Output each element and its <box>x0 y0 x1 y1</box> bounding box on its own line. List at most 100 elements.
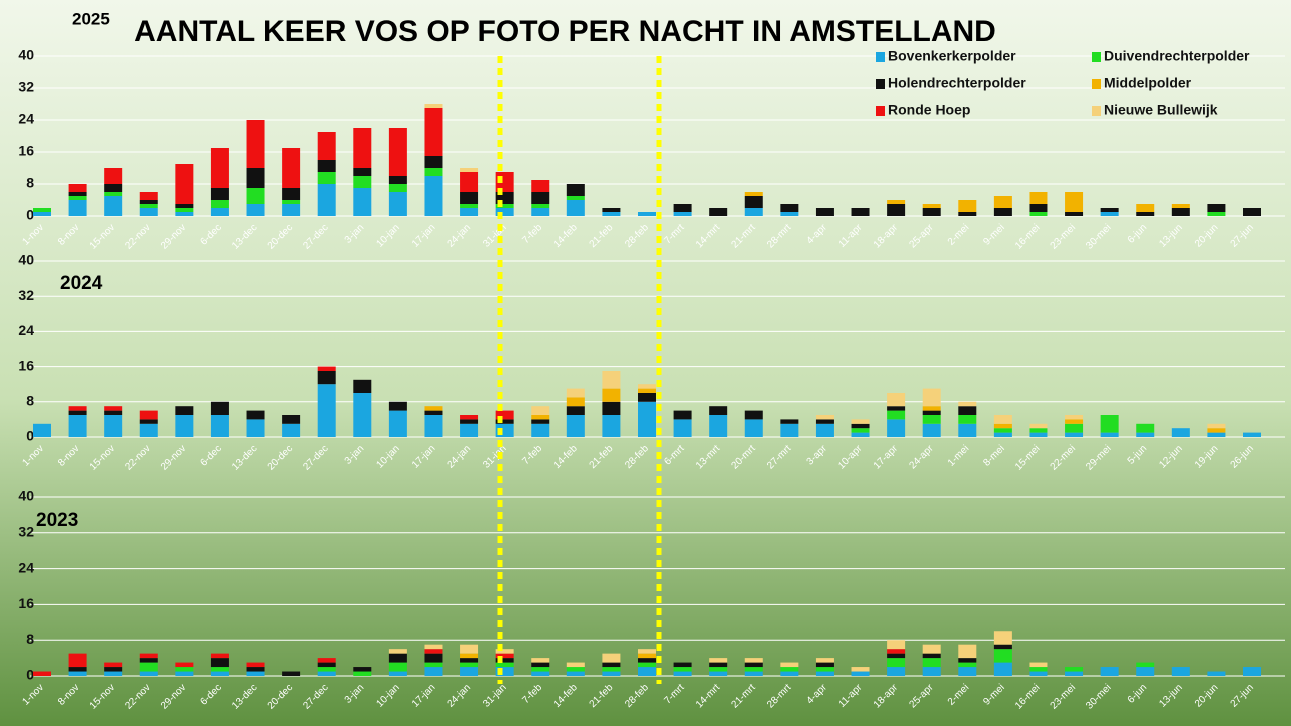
bar-segment <box>495 419 514 424</box>
bar-segment <box>139 653 158 659</box>
panel-title: 2024 <box>60 273 103 294</box>
bar-segment <box>602 653 621 663</box>
bar-segment <box>282 148 301 188</box>
legend: Bovenkerkerpolder Duivendrechterpolder Hol… <box>876 48 1250 118</box>
y-tick-label: 8 <box>26 631 34 647</box>
bar-segment <box>460 168 479 172</box>
bar-segment <box>638 393 656 402</box>
bar-segment <box>744 410 763 420</box>
bar-segment <box>388 401 407 411</box>
bar-segment <box>460 419 479 424</box>
bar-segment <box>673 662 692 668</box>
bar-segment <box>531 180 550 192</box>
bar-segment <box>1171 204 1190 208</box>
bar-segment <box>282 423 301 437</box>
bar-segment <box>673 419 692 437</box>
bar-segment <box>282 671 301 676</box>
bar-segment <box>104 667 123 672</box>
bar-segment <box>68 192 87 196</box>
bar-segment <box>460 172 479 192</box>
bar-segment <box>1136 423 1155 433</box>
bar-segment <box>602 208 621 212</box>
bar-segment <box>887 658 906 668</box>
bar-segment <box>139 419 158 424</box>
bar-segment <box>531 204 550 208</box>
bar-segment <box>1136 662 1155 668</box>
legend-label: Middelpolder <box>1104 75 1192 91</box>
bar-segment <box>246 188 265 204</box>
bar-segment <box>922 415 941 424</box>
bar-segment <box>68 667 87 672</box>
bar-segment <box>353 667 372 672</box>
bar-segment <box>210 415 229 437</box>
bar-segment <box>317 671 336 676</box>
y-tick-label: 40 <box>18 252 34 268</box>
bar-segment <box>246 662 265 668</box>
bar-segment <box>958 212 977 216</box>
bar-segment <box>210 667 229 672</box>
bar-segment <box>424 662 443 668</box>
bar-segment <box>460 662 479 668</box>
bar-segment <box>602 401 621 415</box>
bar-segment <box>922 644 941 654</box>
bar-segment <box>210 200 229 208</box>
bar-segment <box>104 406 123 411</box>
bar-segment <box>495 204 514 208</box>
bar-segment <box>1171 667 1190 676</box>
bar-segment <box>566 662 585 668</box>
bar-segment <box>424 156 443 168</box>
bar-segment <box>602 671 621 676</box>
bar-segment <box>602 667 621 672</box>
bar-segment <box>1029 204 1048 212</box>
bar-segment <box>282 204 301 216</box>
bar-segment <box>353 379 372 393</box>
bar-segment <box>1065 419 1084 424</box>
bar-segment <box>139 410 158 420</box>
bar-segment <box>1100 208 1119 212</box>
bar-segment <box>531 415 550 420</box>
bar-segment <box>744 658 763 663</box>
bar-segment <box>531 671 550 676</box>
bar-segment <box>780 419 799 424</box>
bar-segment <box>1207 428 1226 433</box>
bar-segment <box>638 401 656 437</box>
bar-segment <box>246 120 265 168</box>
bar-segment <box>958 401 977 407</box>
bar-segment <box>531 658 550 663</box>
bar-segment <box>139 200 158 204</box>
bar-segment <box>424 104 443 108</box>
bar-segment <box>815 208 834 216</box>
bar-segment <box>139 204 158 208</box>
bar-segment <box>317 384 336 437</box>
bar-segment <box>139 658 158 663</box>
bar-segment <box>388 653 407 663</box>
y-tick-label: 16 <box>18 143 34 159</box>
bar-segment <box>566 667 585 672</box>
bar-segment <box>887 653 906 659</box>
bar-segment <box>958 415 977 424</box>
y-tick-label: 16 <box>18 595 34 611</box>
bar-segment <box>851 423 870 429</box>
bar-segment <box>958 200 977 212</box>
y-tick-label: 24 <box>18 322 34 338</box>
bar-segment <box>993 432 1012 437</box>
bar-segment <box>1243 432 1261 437</box>
bar-segment <box>139 423 158 437</box>
bar-segment <box>531 662 550 668</box>
bar-segment <box>68 653 87 668</box>
bar-segment <box>282 415 301 424</box>
bar-segment <box>566 406 585 415</box>
bar-segment <box>993 423 1012 429</box>
bar-segment <box>175 671 194 676</box>
bar-segment <box>210 671 229 676</box>
bar-segment <box>638 662 656 668</box>
bar-segment <box>246 667 265 672</box>
bar-segment <box>104 196 123 216</box>
bar-segment <box>175 164 194 204</box>
bar-segment <box>317 184 336 216</box>
bar-segment <box>851 671 870 676</box>
bar-segment <box>673 212 692 216</box>
bar-segment <box>566 397 585 407</box>
bar-segment <box>460 423 479 437</box>
